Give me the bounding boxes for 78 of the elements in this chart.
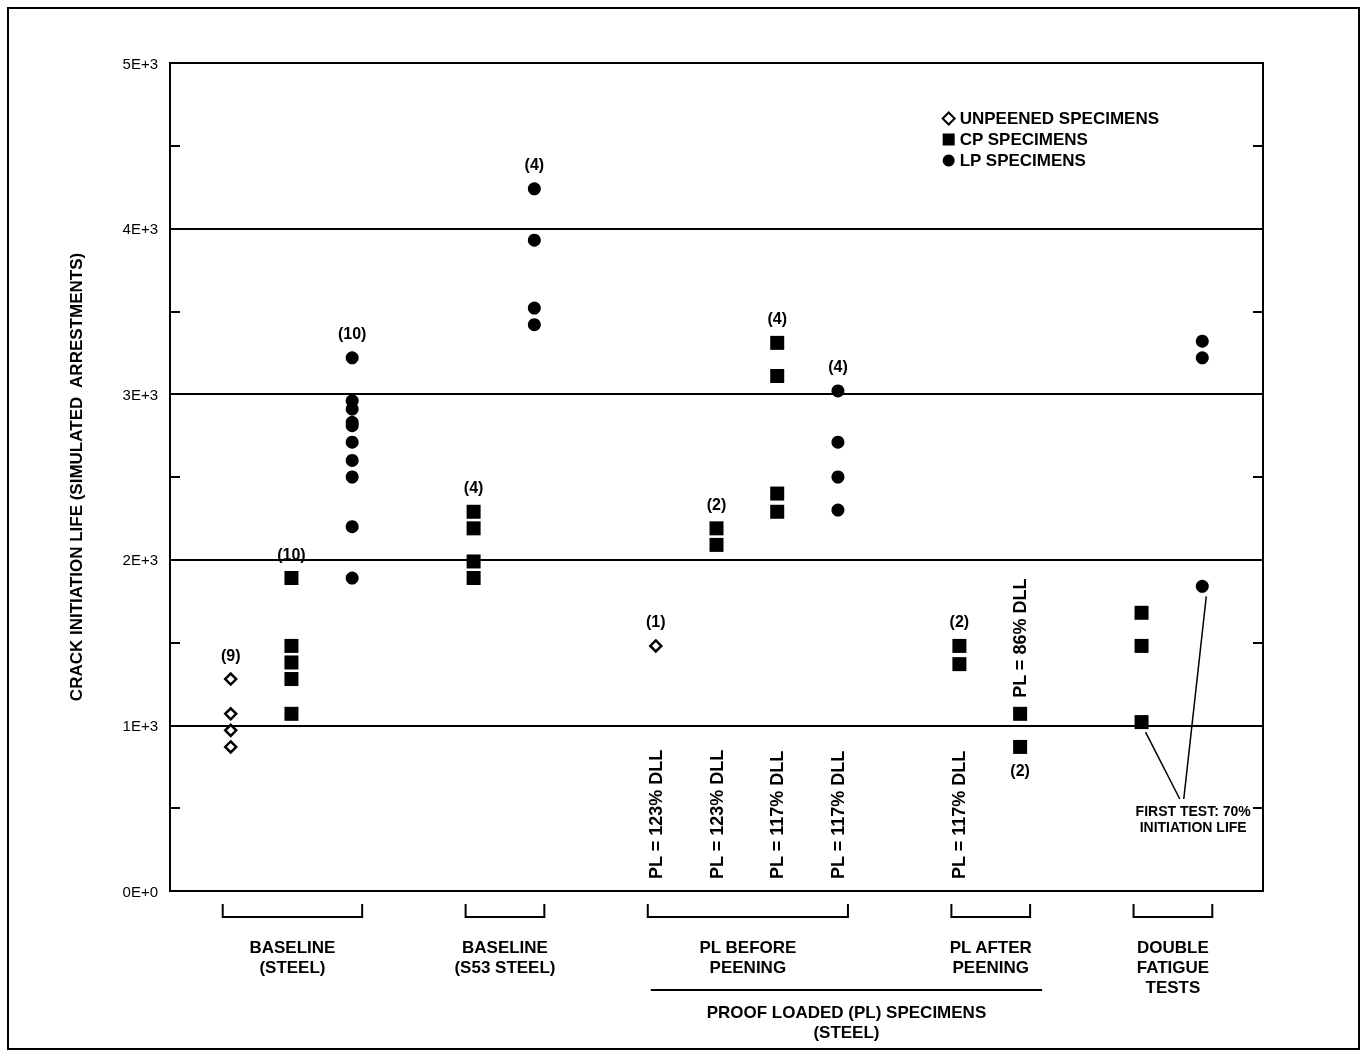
point (770, 486, 785, 501)
annotation: PL = 123% DLL (645, 749, 666, 879)
point (1195, 579, 1209, 593)
point (952, 638, 967, 653)
point (649, 639, 663, 653)
y-tick-label: 3E+3 (122, 385, 158, 403)
annotation: (2) (706, 495, 727, 513)
point (831, 503, 845, 517)
point (345, 351, 359, 365)
annotation: (9) (220, 646, 241, 664)
text: PL AFTER PEENING (949, 937, 1032, 977)
point (345, 435, 359, 449)
point (527, 301, 541, 315)
text: DOUBLE FATIGUE TESTS (1136, 937, 1210, 997)
text: PL BEFORE PEENING (699, 937, 797, 977)
annotation: (4) (828, 358, 848, 376)
point (831, 384, 845, 398)
legend-label: UNPEENED SPECIMENS (959, 109, 1160, 128)
point (284, 655, 299, 670)
point (284, 571, 299, 586)
annotation: (2) (949, 613, 970, 631)
y-tick-label: 2E+3 (122, 551, 158, 569)
point (1134, 715, 1149, 730)
annotation: PL = 117% DLL (827, 750, 848, 879)
point (345, 402, 359, 416)
point (770, 368, 785, 383)
text: BASELINE (S53 STEEL) (454, 937, 556, 977)
y-tick-label: 1E+3 (122, 716, 158, 734)
annotation: PL = 86% DLL (1010, 578, 1031, 698)
y-tick-label: 0E+0 (122, 882, 158, 900)
point (466, 521, 481, 536)
point (831, 435, 845, 449)
point (345, 470, 359, 484)
annotation: (4) (524, 156, 545, 174)
annotation: (2) (1010, 762, 1030, 780)
y-tick-label: 5E+3 (122, 54, 158, 72)
legend-label: CP SPECIMENS (959, 130, 1088, 149)
point (527, 182, 541, 196)
annotation: PL = 117% DLL (949, 750, 970, 879)
legend-label: LP SPECIMENS (959, 151, 1086, 170)
point (284, 672, 299, 687)
annotation: (1) (646, 613, 666, 631)
point (223, 707, 238, 721)
point (345, 453, 359, 467)
point (466, 504, 481, 519)
point (1195, 351, 1209, 365)
annotation: PL = 123% DLL (706, 749, 727, 879)
point (1134, 605, 1149, 620)
point (223, 723, 238, 738)
annotation: PL = 117% DLL (767, 750, 788, 879)
point (284, 638, 299, 653)
point (466, 554, 481, 569)
point (709, 537, 724, 552)
text: PROOF LOADED (PL) SPECIMENS (STEEL) (706, 1002, 987, 1042)
point (527, 318, 541, 332)
point (709, 521, 724, 536)
point (345, 520, 359, 534)
text: BASELINE (STEEL) (249, 937, 336, 977)
point (770, 335, 785, 350)
point (345, 571, 359, 585)
point (1195, 334, 1209, 348)
annotation: (4) (767, 310, 787, 328)
point (1013, 706, 1028, 721)
point (952, 657, 967, 672)
annotation: (4) (463, 479, 484, 497)
point (1134, 638, 1149, 653)
annotation: (10) (337, 325, 367, 343)
point (770, 504, 785, 519)
y-tick-label: 4E+3 (122, 220, 158, 238)
point (284, 706, 299, 721)
y-axis-title: CRACK INITIATION LIFE (SIMULATED ARRESTMENTS) (67, 252, 86, 702)
point (527, 233, 541, 247)
point (831, 470, 845, 484)
point (1013, 739, 1028, 754)
annotation: FIRST TEST: 70% INITIATION LIFE (1135, 803, 1252, 835)
point (223, 740, 238, 754)
point (223, 672, 238, 686)
point (466, 571, 481, 586)
